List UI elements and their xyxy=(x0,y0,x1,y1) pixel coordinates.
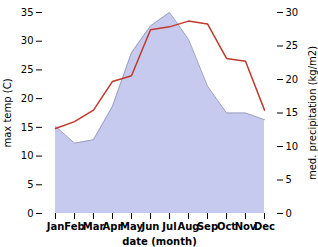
svg-text:20: 20 xyxy=(286,74,299,85)
svg-text:date (month): date (month) xyxy=(122,236,196,247)
svg-text:25: 25 xyxy=(286,40,299,51)
svg-text:20: 20 xyxy=(21,93,34,104)
svg-text:0: 0 xyxy=(286,208,292,219)
svg-text:15: 15 xyxy=(286,107,299,118)
svg-text:Jul: Jul xyxy=(161,221,176,232)
svg-text:Feb: Feb xyxy=(64,221,84,232)
svg-text:5: 5 xyxy=(286,174,292,185)
svg-text:Apr: Apr xyxy=(102,220,123,232)
svg-text:Aug: Aug xyxy=(177,220,200,232)
svg-text:Dec: Dec xyxy=(254,221,275,232)
svg-text:10: 10 xyxy=(21,150,34,161)
svg-text:max temp (C): max temp (C) xyxy=(2,78,13,147)
svg-text:15: 15 xyxy=(21,122,34,133)
svg-text:30: 30 xyxy=(21,35,34,46)
svg-text:35: 35 xyxy=(21,7,34,18)
svg-text:0: 0 xyxy=(27,208,33,219)
svg-text:Jun: Jun xyxy=(141,221,160,232)
svg-text:Nov: Nov xyxy=(234,220,257,232)
svg-text:25: 25 xyxy=(21,64,34,75)
svg-text:10: 10 xyxy=(286,141,299,152)
svg-text:Jan: Jan xyxy=(46,221,65,232)
svg-text:30: 30 xyxy=(286,7,299,18)
svg-text:5: 5 xyxy=(27,179,33,190)
svg-text:Sep: Sep xyxy=(197,221,218,232)
svg-text:Oct: Oct xyxy=(217,221,236,232)
svg-text:med. precipitation (kg/m2): med. precipitation (kg/m2) xyxy=(307,46,318,180)
svg-text:Mar: Mar xyxy=(83,221,105,232)
svg-text:May: May xyxy=(120,221,143,232)
